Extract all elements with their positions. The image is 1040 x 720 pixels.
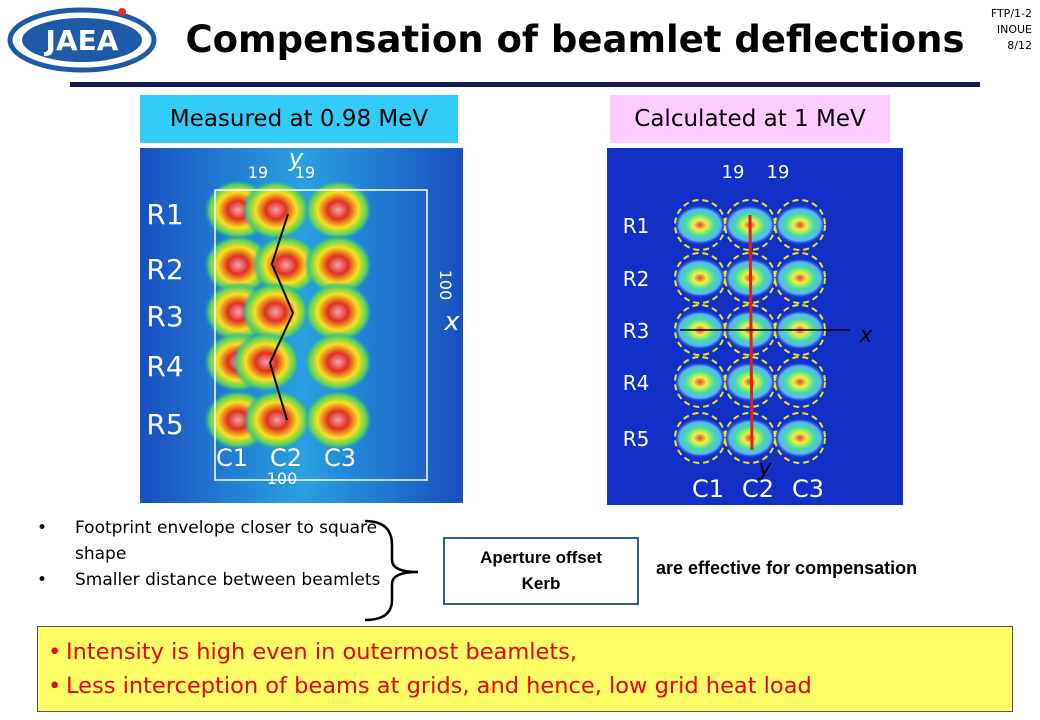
image-label: x xyxy=(858,323,873,348)
image-label: R1 xyxy=(623,214,650,238)
image-label: R1 xyxy=(146,198,183,231)
beamlet xyxy=(774,418,826,458)
image-label: 100 xyxy=(267,469,298,488)
beamlet xyxy=(242,180,310,240)
right-label: Calculated at 1 MeV xyxy=(610,95,890,143)
beamlet xyxy=(304,390,372,450)
logo-text: JAEA xyxy=(44,24,119,57)
cause: Aperture offset xyxy=(480,548,602,567)
image-label: C2 xyxy=(270,444,302,472)
image-label: R3 xyxy=(146,300,183,333)
image-label: R5 xyxy=(146,408,183,441)
image-label: R2 xyxy=(146,253,183,286)
beamlet xyxy=(232,332,301,392)
highlight-box: Intensity is high even in outermost beam… xyxy=(37,626,1013,712)
left-label: Measured at 0.98 MeV xyxy=(140,95,458,143)
image-label: 19 xyxy=(767,162,790,183)
beamlet xyxy=(304,180,372,240)
beamlet xyxy=(674,362,726,402)
image-label: C3 xyxy=(792,475,824,503)
beamlet xyxy=(774,258,826,298)
logo: JAEA xyxy=(7,7,157,73)
image-label: y xyxy=(757,456,772,481)
image-label: y xyxy=(288,144,304,172)
highlight: Less interception of beams at grids, and… xyxy=(38,669,1012,703)
deflection-line xyxy=(748,214,754,451)
beamlet xyxy=(304,282,372,342)
image-label: 100 xyxy=(436,270,455,301)
header-rule xyxy=(70,82,980,87)
beamlet xyxy=(251,235,320,295)
beamlet xyxy=(304,332,372,392)
image-label: x xyxy=(443,307,460,337)
conclusion: are effective for compensation xyxy=(656,558,918,578)
beamlet xyxy=(724,418,776,458)
beamlet xyxy=(304,235,372,295)
slide-author: INOUE xyxy=(996,23,1032,36)
bullets: Footprint envelope closer to square shap… xyxy=(37,515,395,593)
beamlet xyxy=(241,282,310,342)
image-label: R2 xyxy=(623,267,650,291)
bullet: Footprint envelope closer to square shap… xyxy=(37,515,395,567)
beamlet xyxy=(774,362,826,402)
beamlet xyxy=(674,418,726,458)
image-label: R4 xyxy=(623,371,650,395)
frame xyxy=(214,189,428,481)
cause: Kerb xyxy=(521,574,561,593)
slide-id: FTP/1-2 INOUE 8/12 xyxy=(991,6,1032,54)
slide-code: FTP/1-2 xyxy=(990,7,1032,20)
image-label: R5 xyxy=(623,427,650,451)
aperture xyxy=(774,199,826,251)
image-label: R4 xyxy=(146,350,183,383)
aperture xyxy=(774,356,826,408)
highlight: Intensity is high even in outermost beam… xyxy=(38,635,1012,669)
image-label: 19 xyxy=(722,162,745,183)
cause-box: Aperture offset Kerb xyxy=(443,537,639,605)
aperture xyxy=(774,252,826,304)
image-label: C1 xyxy=(216,444,248,472)
beamlet xyxy=(674,258,726,298)
image-label: 19 xyxy=(248,163,268,182)
image-label: C2 xyxy=(742,475,774,503)
title: Compensation of beamlet deflections xyxy=(185,18,965,61)
deflection-line xyxy=(268,213,295,421)
bullet: Smaller distance between beamlets xyxy=(37,567,395,593)
slide-number: 8/12 xyxy=(1007,39,1032,52)
beamlet xyxy=(774,205,826,245)
image-label: C3 xyxy=(324,444,356,472)
beamlet xyxy=(204,235,272,295)
image-label: C1 xyxy=(692,475,724,503)
aperture xyxy=(774,412,826,464)
image-label: 19 xyxy=(295,163,315,182)
beamlet xyxy=(674,205,726,245)
beamlet xyxy=(243,390,312,450)
image-label: R3 xyxy=(623,319,650,343)
